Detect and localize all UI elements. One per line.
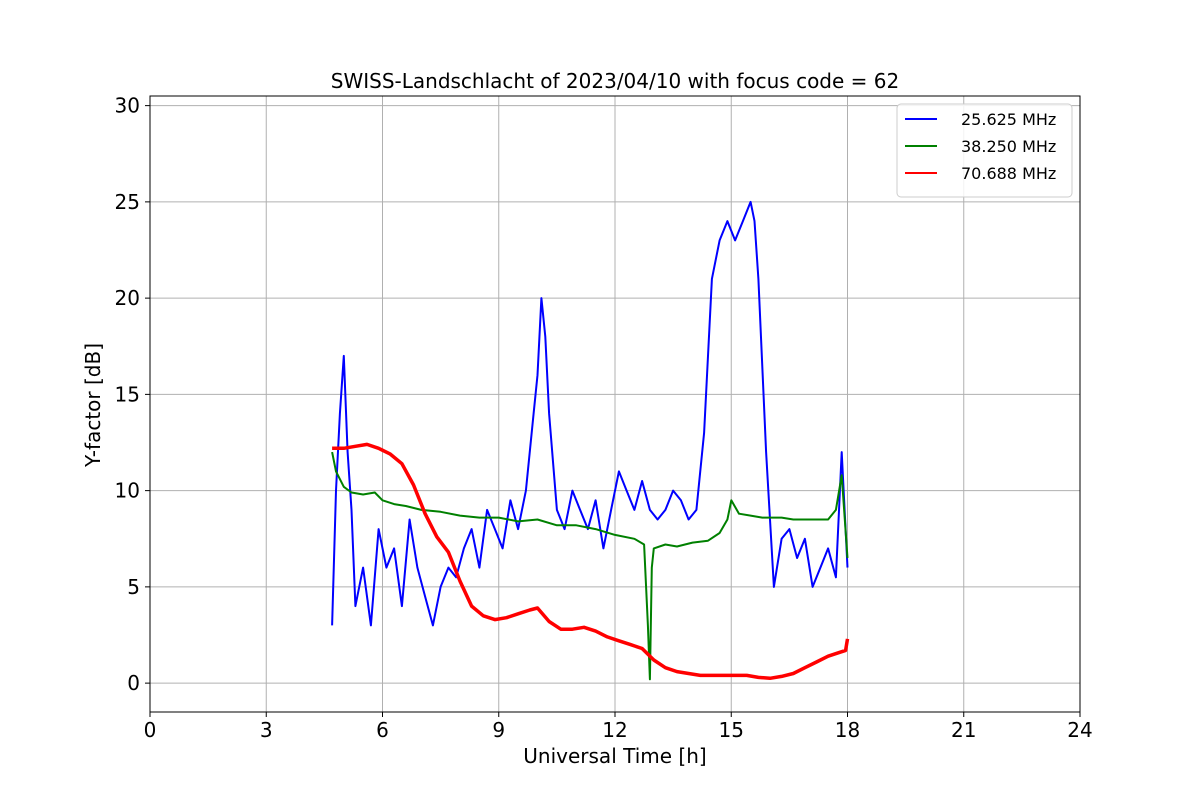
y-tick-label: 0 [127,671,140,695]
legend: 25.625 MHz 38.250 MHz 70.688 MHz [896,103,1073,198]
y-tick-label: 10 [115,479,140,503]
x-tick-label: 18 [835,718,860,742]
legend-label: 25.625 MHz [961,110,1056,129]
x-tick-label: 21 [951,718,976,742]
y-tick-label: 15 [115,382,140,406]
legend-label: 70.688 MHz [961,164,1056,183]
x-tick-label: 0 [144,718,157,742]
legend-box [896,103,1073,198]
series-line-70-688-mhz [332,442,850,681]
legend-label: 38.250 MHz [961,137,1056,156]
chart-title: SWISS-Landschlacht of 2023/04/10 with fo… [331,69,899,93]
y-tick-label: 20 [115,286,140,310]
y-tick-label: 5 [127,575,140,599]
series-group [331,200,850,681]
y-axis-label: Y-factor [dB] [81,343,105,468]
x-tick-label: 6 [376,718,389,742]
x-tick-label: 3 [260,718,273,742]
axis-ticks: 0 3 6 9 12 15 18 21 24 0 5 10 15 20 25 30 [115,94,1093,742]
x-tick-label: 24 [1067,718,1092,742]
x-axis-label: Universal Time [h] [523,744,706,768]
y-tick-label: 25 [115,190,140,214]
series-line-38-250-mhz [331,451,849,681]
x-tick-label: 12 [602,718,627,742]
x-tick-label: 9 [492,718,505,742]
y-tick-label: 30 [115,94,140,118]
series-line-25-625-mhz [331,200,849,627]
x-tick-label: 15 [719,718,744,742]
